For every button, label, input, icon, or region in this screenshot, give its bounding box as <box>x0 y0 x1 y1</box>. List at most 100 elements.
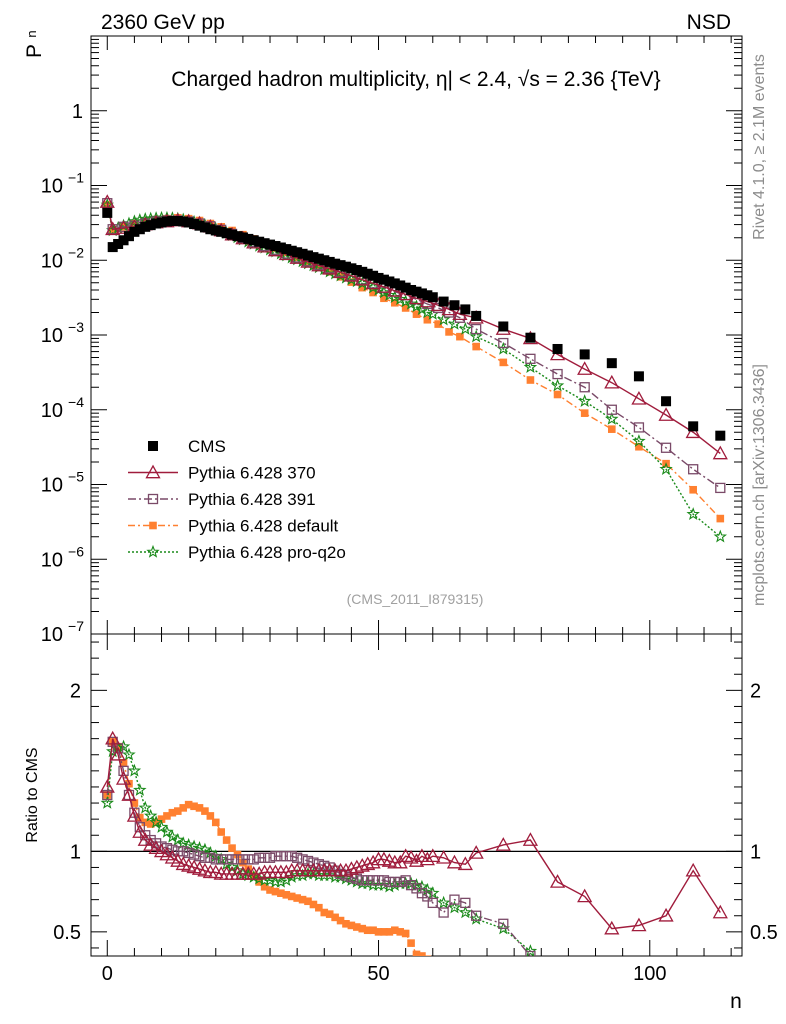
ratio-proq2o-point <box>203 845 218 859</box>
main-cms-point <box>167 216 178 227</box>
ratio-p370-point <box>343 861 360 875</box>
ratio-default-point <box>304 897 312 906</box>
ratio-axis-ticks: 0.5 0.5 1 1 2 2 0 50 100 <box>53 634 778 985</box>
main-y-tick-label: 1 <box>72 101 83 123</box>
main-y-tick-label: 10 <box>41 250 63 272</box>
ratio-default-point <box>190 802 198 811</box>
legend-marker-cms <box>148 441 158 451</box>
ratio-default-point <box>401 929 410 938</box>
ratio-p391-point <box>123 789 135 801</box>
main-p391-point <box>525 353 536 364</box>
ratio-p370-point <box>419 851 435 866</box>
ratio-default-point <box>201 807 209 815</box>
main-cms-point <box>324 256 335 267</box>
ratio-p370-point <box>115 771 132 785</box>
main-cms-point <box>330 258 341 269</box>
ratio-proq2o-point <box>100 795 115 809</box>
main-cms-point <box>308 252 319 263</box>
ratio-p370-point <box>349 859 365 874</box>
main-cms-point <box>552 343 563 354</box>
main-cms-point <box>688 421 699 432</box>
ratio-series-layer <box>99 730 728 956</box>
ratio-p391-point <box>216 854 227 865</box>
main-default-point <box>499 358 508 367</box>
ratio-p391-point <box>205 852 216 863</box>
ratio-p391-point <box>210 854 221 865</box>
ratio-default-point <box>146 820 155 828</box>
legend-label-cms: CMS <box>188 437 226 456</box>
main-cms-point <box>172 216 183 227</box>
main-cms-point <box>346 263 357 274</box>
ratio-proq2o-point <box>279 873 294 887</box>
plot-title: Charged hadron multiplicity, η| < 2.4, √… <box>171 68 660 91</box>
ratio-default-point <box>195 804 204 812</box>
ratio-p391-point <box>275 851 287 862</box>
main-y-tick-exponent: −7 <box>68 618 84 634</box>
ratio-p391-point <box>270 851 281 862</box>
ratio-p370-point <box>425 848 441 863</box>
ratio-p370-point <box>522 832 539 846</box>
ratio-p370-point <box>360 856 376 871</box>
ratio-default-point <box>206 812 215 820</box>
ratio-p391-point <box>118 765 129 776</box>
main-cms-point <box>525 332 536 343</box>
main-cms-point <box>232 231 243 242</box>
main-cms-point <box>297 248 308 259</box>
ratio-y-tick-label: 0.5 <box>53 922 81 944</box>
legend: CMS Pythia 6.428 370 Pythia 6.428 391 Pythi… <box>128 437 346 562</box>
ratio-proq2o-point <box>458 905 473 919</box>
ratio-default-point <box>287 892 296 901</box>
ratio-proq2o-point <box>149 815 163 829</box>
x-tick-label: 0 <box>102 963 113 985</box>
ratio-p370-point <box>365 854 381 869</box>
ratio-p370-point <box>577 888 593 903</box>
ratio-p391-point <box>308 857 319 868</box>
ratio-p391-point <box>237 854 249 865</box>
main-proq2o-point <box>713 529 728 543</box>
ratio-p370-point <box>354 858 370 872</box>
ratio-p391-point <box>367 875 379 886</box>
main-cms-point <box>145 220 156 231</box>
main-y-tick-label: 10 <box>41 325 63 347</box>
main-cms-point <box>227 229 238 240</box>
ratio-proq2o-point <box>143 808 158 822</box>
main-cms-point <box>400 282 411 293</box>
ratio-p370-point <box>99 779 115 793</box>
header-left: 2360 GeV pp <box>101 11 225 34</box>
main-default-point <box>553 390 562 399</box>
main-cms-point <box>129 226 140 237</box>
main-cms-point <box>259 238 270 249</box>
main-cms-point <box>471 310 482 321</box>
ratio-p391-point <box>178 846 189 857</box>
ratio-p391-point <box>416 888 428 899</box>
ratio-proq2o-point <box>523 944 538 956</box>
ratio-p391-point <box>248 854 259 865</box>
ratio-p370-point <box>685 862 701 877</box>
main-cms-point <box>254 236 265 247</box>
main-p370-point <box>577 361 593 375</box>
ratio-default-point <box>239 858 247 867</box>
ratio-proq2o-point <box>225 860 239 874</box>
main-cms-point <box>378 274 389 285</box>
ratio-default-point <box>325 910 334 918</box>
main-p370-point <box>99 194 115 208</box>
main-cms-point <box>216 226 227 237</box>
ratio-p391-point <box>395 876 406 888</box>
ratio-proq2o-point <box>436 895 451 909</box>
ratio-proq2o-point <box>127 763 142 777</box>
main-cms-point <box>422 290 433 301</box>
main-cms-point <box>384 276 395 287</box>
main-proq2o-point <box>404 296 418 310</box>
ratio-p370-point <box>457 856 473 871</box>
ratio-proq2o-point <box>116 739 131 753</box>
ratio-default-point <box>271 887 280 896</box>
main-p391-point <box>454 312 466 323</box>
ratio-p370-point <box>495 837 511 851</box>
main-cms-point <box>237 232 248 243</box>
main-cms-point <box>606 358 617 369</box>
main-p391-point <box>660 442 672 453</box>
ratio-default-point <box>228 844 236 852</box>
legend-marker-p370 <box>145 464 161 479</box>
main-cms-point <box>248 235 259 246</box>
ratio-p391-point <box>286 851 297 862</box>
